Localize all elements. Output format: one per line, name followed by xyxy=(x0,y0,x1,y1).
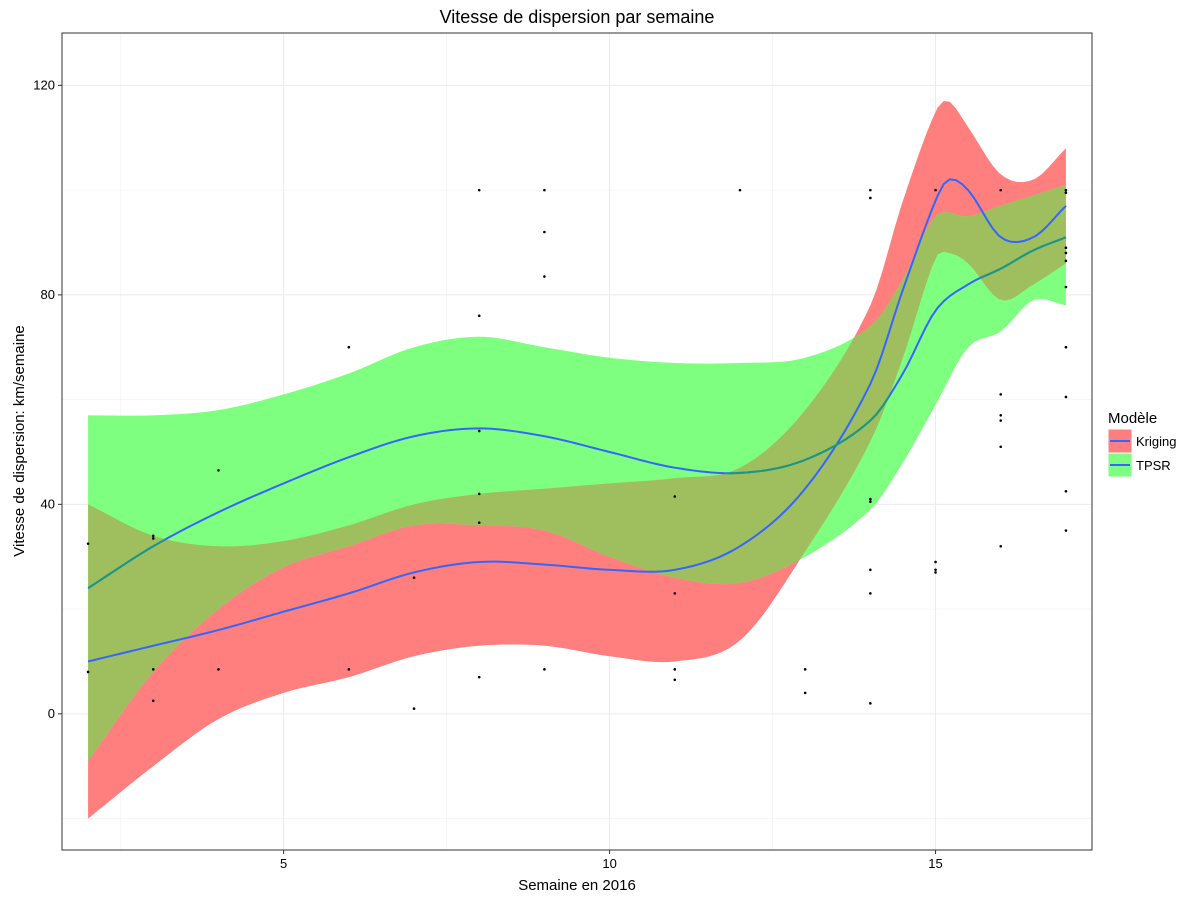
data-point-51 xyxy=(1064,259,1068,263)
legend-title: Modèle xyxy=(1108,410,1157,427)
data-point-24 xyxy=(673,592,677,595)
data-point-13 xyxy=(477,521,481,524)
data-point-14 xyxy=(477,492,481,496)
data-point-37 xyxy=(934,568,937,572)
x-tick-label-2: 15 xyxy=(928,856,942,871)
legend-label-kriging: Kriging xyxy=(1136,434,1176,449)
x-tick-label-1: 10 xyxy=(602,856,616,871)
data-point-17 xyxy=(477,188,481,192)
y-tick-label-3: 120 xyxy=(33,77,55,92)
data-point-54 xyxy=(1064,191,1068,195)
data-point-19 xyxy=(543,275,546,278)
data-point-45 xyxy=(999,188,1003,192)
smooth-lines xyxy=(87,178,1067,663)
data-point-26 xyxy=(738,188,742,192)
legend-label-tpsr: TPSR xyxy=(1136,458,1171,473)
line-kriging xyxy=(87,178,1067,663)
data-point-15 xyxy=(477,429,481,433)
data-point-6 xyxy=(217,668,220,671)
confidence-bands xyxy=(88,100,1066,819)
chart-title: Vitesse de dispersion par semaine xyxy=(440,7,715,27)
data-point-1 xyxy=(86,542,90,545)
data-point-44 xyxy=(999,393,1003,396)
legend-item-tpsr: TPSR xyxy=(1107,452,1171,478)
data-point-32 xyxy=(869,500,872,504)
x-tick-label-0: 5 xyxy=(280,856,287,871)
data-point-33 xyxy=(869,497,872,501)
y-tick-label-0: 0 xyxy=(48,706,55,721)
x-axis: 5 10 15 xyxy=(280,850,943,871)
data-point-48 xyxy=(1064,395,1068,399)
data-point-41 xyxy=(999,445,1003,449)
data-point-39 xyxy=(934,188,937,192)
data-point-35 xyxy=(869,188,872,192)
data-point-8 xyxy=(347,668,351,671)
data-point-49 xyxy=(1064,345,1068,349)
data-point-29 xyxy=(869,702,872,705)
data-point-53 xyxy=(1064,246,1068,250)
data-points xyxy=(86,188,1068,710)
data-point-22 xyxy=(673,678,677,682)
data-point-23 xyxy=(673,668,677,671)
data-point-9 xyxy=(347,345,351,349)
data-point-28 xyxy=(803,668,807,671)
data-point-52 xyxy=(1064,251,1068,255)
y-axis-title: Vitesse de dispersion: km/semaine xyxy=(11,325,28,557)
data-point-31 xyxy=(869,568,872,572)
plot-panel xyxy=(61,32,1093,851)
data-point-36 xyxy=(934,571,937,574)
band-kriging xyxy=(88,100,1066,819)
data-point-16 xyxy=(477,314,481,318)
data-point-46 xyxy=(1064,529,1068,532)
legend: Modèle Kriging TPSR xyxy=(1107,410,1176,478)
data-point-43 xyxy=(999,414,1003,417)
data-point-4 xyxy=(151,537,155,540)
data-point-10 xyxy=(412,707,416,710)
data-point-42 xyxy=(999,419,1003,422)
data-point-21 xyxy=(543,188,546,192)
data-point-18 xyxy=(543,668,546,671)
data-point-11 xyxy=(412,576,416,579)
y-tick-label-1: 40 xyxy=(41,496,55,511)
data-point-27 xyxy=(803,691,807,695)
data-point-38 xyxy=(934,560,937,564)
data-point-0 xyxy=(86,670,90,674)
data-point-34 xyxy=(869,196,872,200)
data-point-2 xyxy=(151,699,155,703)
data-point-3 xyxy=(151,668,155,671)
data-point-50 xyxy=(1064,285,1068,289)
data-point-47 xyxy=(1064,489,1068,493)
data-point-5 xyxy=(151,534,155,538)
data-point-25 xyxy=(673,495,677,498)
x-axis-title: Semaine en 2016 xyxy=(518,877,636,894)
data-point-7 xyxy=(217,469,220,472)
y-axis: 0 40 80 120 xyxy=(33,77,62,721)
data-point-40 xyxy=(999,544,1003,548)
y-tick-label-2: 80 xyxy=(41,287,55,302)
panel-border xyxy=(61,32,1093,851)
data-point-12 xyxy=(477,675,481,679)
data-point-20 xyxy=(543,230,546,234)
data-point-55 xyxy=(1064,188,1068,192)
legend-item-kriging: Kriging xyxy=(1107,428,1176,454)
data-point-30 xyxy=(869,592,872,595)
band-tpsr xyxy=(88,184,1066,761)
line-tpsr xyxy=(87,236,1067,589)
